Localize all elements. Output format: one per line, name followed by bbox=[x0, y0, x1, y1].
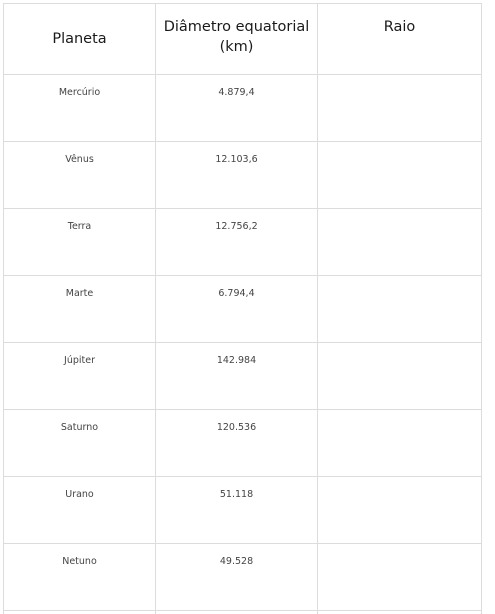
cell-radius[interactable] bbox=[318, 410, 482, 477]
table-row: Vênus 12.103,6 bbox=[4, 142, 482, 209]
cell-diameter: 51.118 bbox=[156, 477, 318, 544]
header-radius: Raio bbox=[318, 4, 482, 75]
table-row: Marte 6.794,4 bbox=[4, 276, 482, 343]
cell-radius[interactable] bbox=[318, 75, 482, 142]
cell-radius[interactable] bbox=[318, 142, 482, 209]
table-row: Júpiter 142.984 bbox=[4, 343, 482, 410]
table-row: Netuno 49.528 bbox=[4, 544, 482, 611]
table-row: Terra 12.756,2 bbox=[4, 209, 482, 276]
table-row: Mercúrio 4.879,4 bbox=[4, 75, 482, 142]
cell-diameter: 12.756,2 bbox=[156, 209, 318, 276]
table-row: Saturno 120.536 bbox=[4, 410, 482, 477]
cell-radius[interactable] bbox=[318, 343, 482, 410]
table-row-partial bbox=[4, 611, 482, 614]
planet-table: Planeta Diâmetro equatorial (km) Raio Me… bbox=[3, 3, 482, 614]
cell-planet: Netuno bbox=[4, 544, 156, 611]
header-diameter: Diâmetro equatorial (km) bbox=[156, 4, 318, 75]
cell-empty bbox=[318, 611, 482, 614]
cell-diameter: 4.879,4 bbox=[156, 75, 318, 142]
header-planet: Planeta bbox=[4, 4, 156, 75]
cell-diameter: 6.794,4 bbox=[156, 276, 318, 343]
cell-radius[interactable] bbox=[318, 276, 482, 343]
cell-empty bbox=[4, 611, 156, 614]
cell-diameter: 142.984 bbox=[156, 343, 318, 410]
cell-planet: Saturno bbox=[4, 410, 156, 477]
table-header-row: Planeta Diâmetro equatorial (km) Raio bbox=[4, 4, 482, 75]
cell-planet: Mercúrio bbox=[4, 75, 156, 142]
cell-diameter: 49.528 bbox=[156, 544, 318, 611]
cell-planet: Marte bbox=[4, 276, 156, 343]
cell-radius[interactable] bbox=[318, 477, 482, 544]
cell-planet: Urano bbox=[4, 477, 156, 544]
cell-planet: Terra bbox=[4, 209, 156, 276]
header-diameter-line2: (km) bbox=[220, 39, 254, 55]
cell-planet: Júpiter bbox=[4, 343, 156, 410]
header-diameter-line1: Diâmetro equatorial bbox=[164, 19, 310, 35]
cell-empty bbox=[156, 611, 318, 614]
cell-diameter: 120.536 bbox=[156, 410, 318, 477]
cell-radius[interactable] bbox=[318, 544, 482, 611]
table-row: Urano 51.118 bbox=[4, 477, 482, 544]
cell-planet: Vênus bbox=[4, 142, 156, 209]
cell-diameter: 12.103,6 bbox=[156, 142, 318, 209]
cell-radius[interactable] bbox=[318, 209, 482, 276]
